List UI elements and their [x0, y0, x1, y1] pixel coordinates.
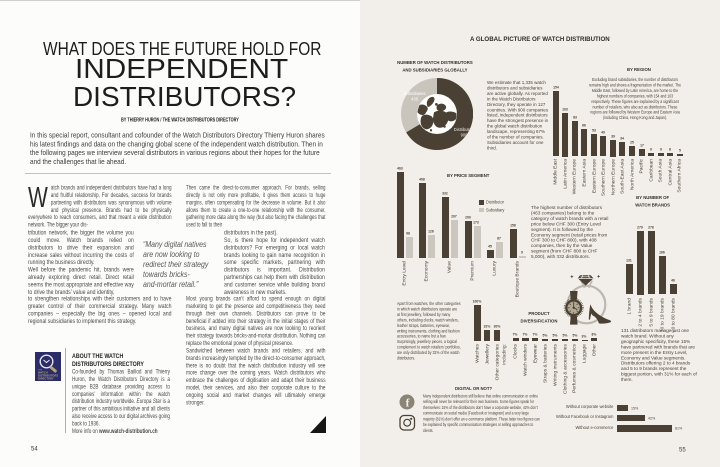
- svg-text:DISTRIBUTORS: DISTRIBUTORS: [38, 373, 58, 377]
- svg-text:WATCH: WATCH: [38, 370, 48, 374]
- svg-text:DIRECTORY: DIRECTORY: [38, 376, 54, 380]
- svg-text:THE: THE: [38, 370, 43, 372]
- svg-text:f: f: [406, 397, 410, 409]
